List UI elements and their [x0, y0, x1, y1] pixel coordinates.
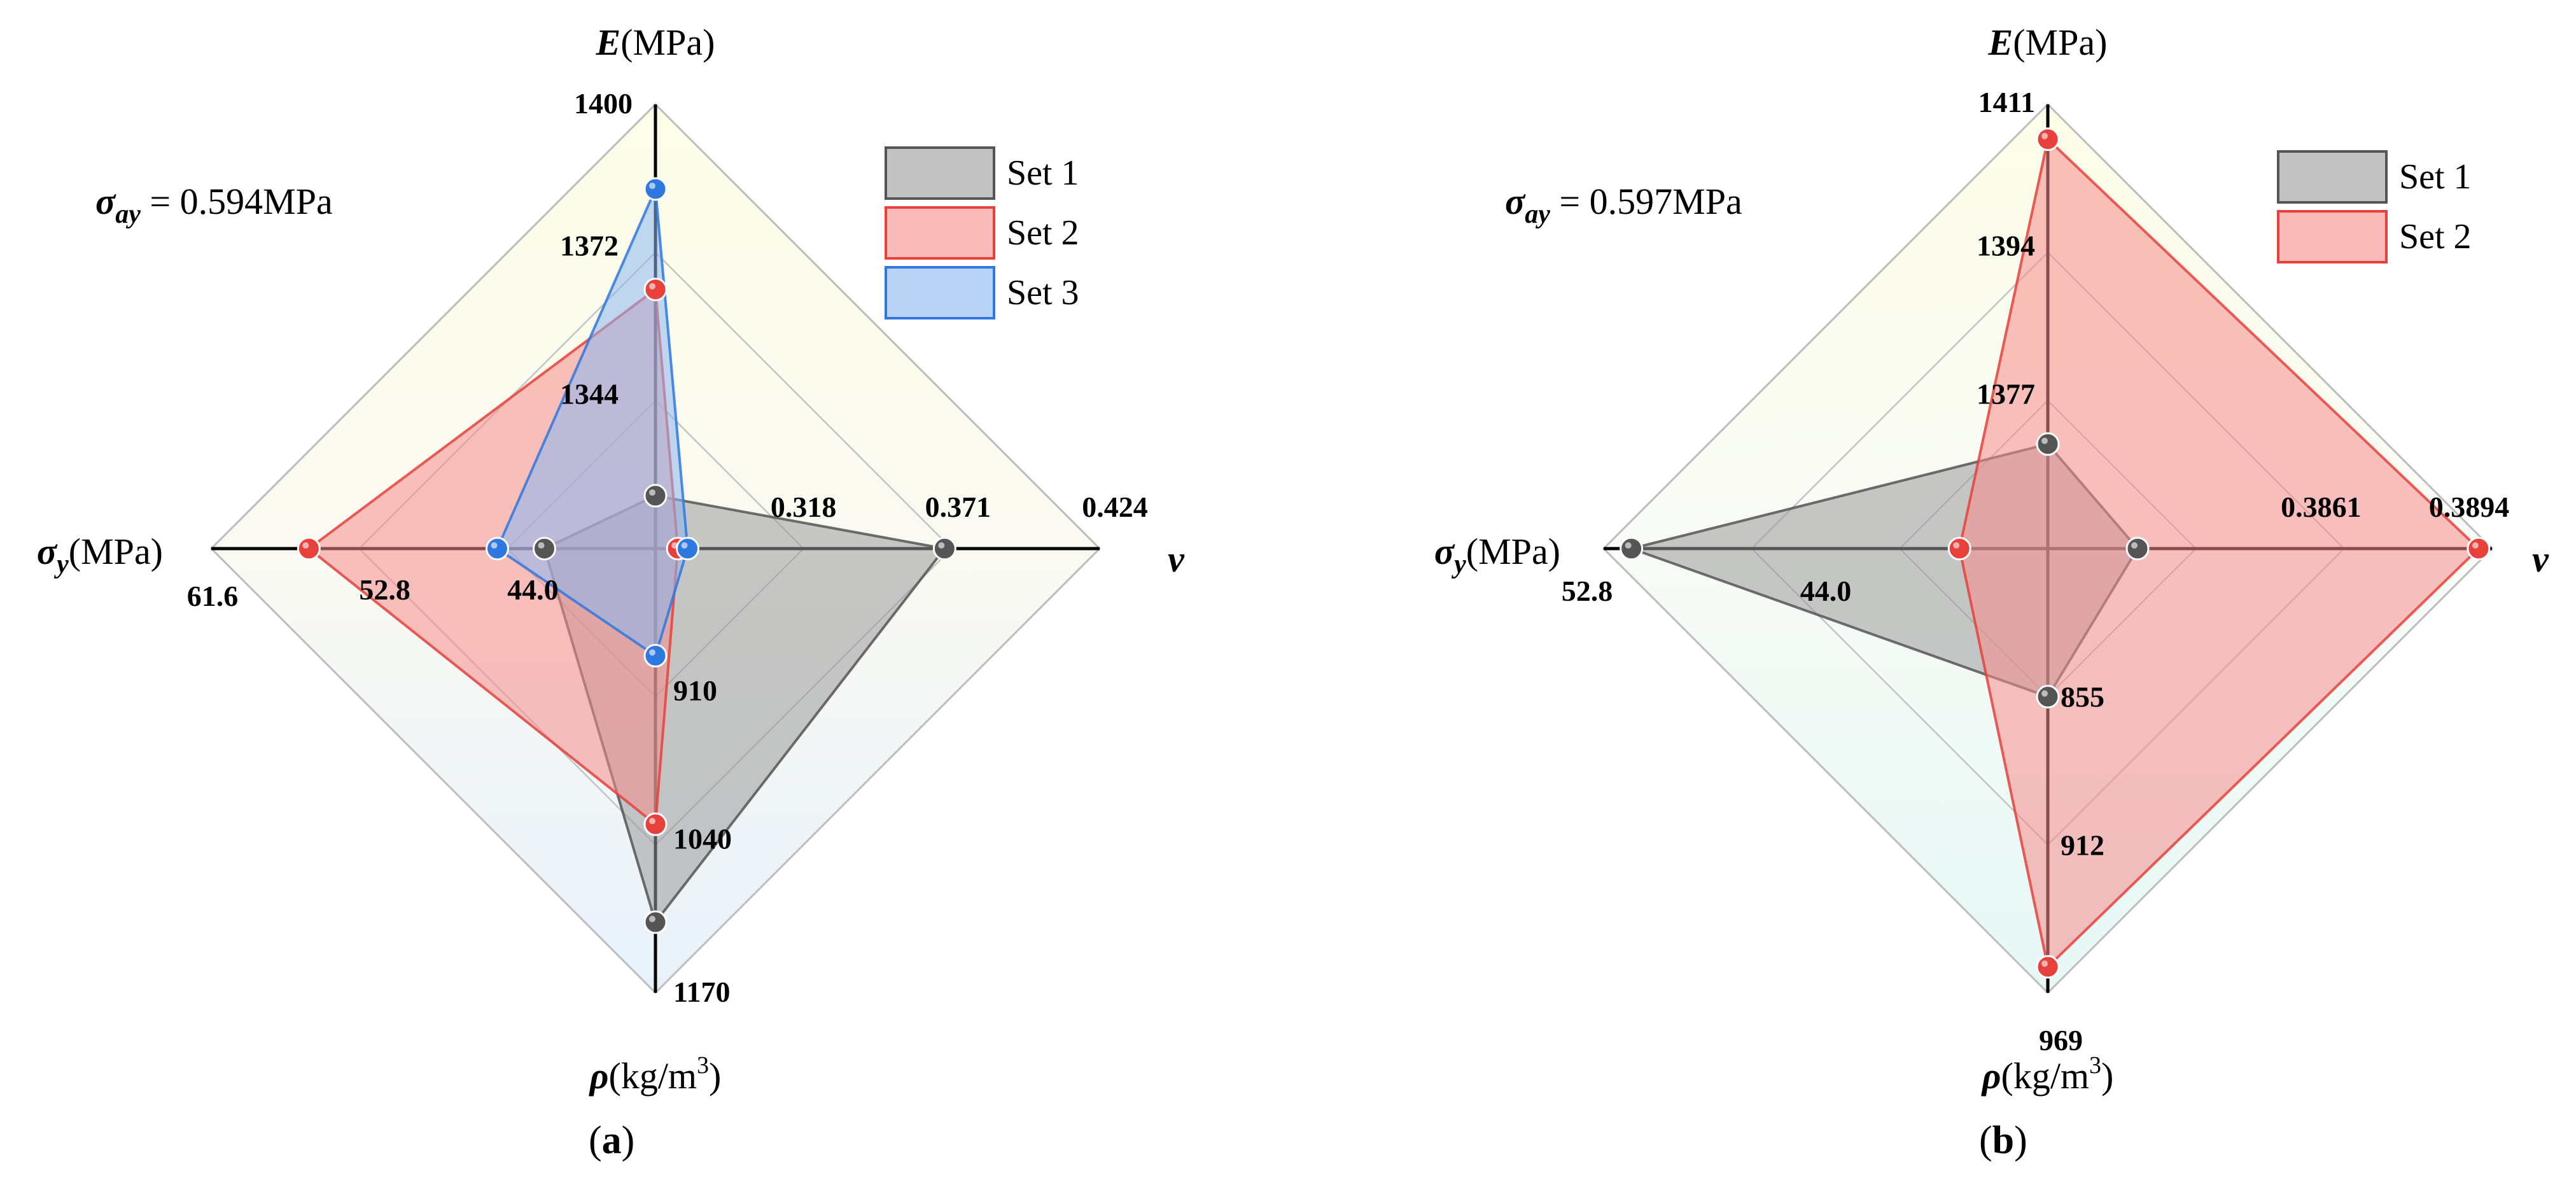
series-point-highlight: [1625, 542, 1632, 549]
series-point-highlight: [1953, 542, 1960, 549]
chart-a: 1344 1372 1400 0.318 0.371 0.424 910 1040 1170 44…: [37, 22, 1185, 1162]
series-point-3-E: [643, 177, 668, 201]
series-point-highlight: [2041, 690, 2048, 697]
series-point-highlight: [2131, 542, 2138, 549]
tick-label-sy: 52.8: [359, 573, 410, 606]
tick-label-E: 1372: [560, 230, 619, 262]
series-point-3-rho: [643, 643, 668, 668]
series-point-highlight: [2041, 437, 2048, 444]
series-point-2-sy: [1947, 536, 1971, 561]
series-point-3-v: [675, 536, 699, 561]
legend-swatch-1: [885, 146, 995, 200]
series-point-3-sy: [485, 536, 509, 561]
tick-label-v: 0.3861: [2281, 491, 2362, 523]
series-point-highlight: [681, 542, 688, 549]
axis-title-v: v: [1168, 538, 1185, 580]
tick-label-sy: 52.8: [1562, 575, 1613, 607]
series-point-1-rho: [643, 910, 668, 934]
series-point-highlight: [649, 916, 655, 923]
series-point-1-E: [643, 484, 668, 508]
legend-label-2: Set 2: [2399, 217, 2472, 256]
legend-label-1: Set 1: [2399, 157, 2472, 197]
legend-swatch-2: [885, 206, 995, 260]
legend-swatch-3: [885, 266, 995, 319]
series-point-highlight: [649, 182, 655, 189]
tick-label-v: 0.371: [925, 491, 991, 523]
series-point-1-E: [2036, 432, 2060, 456]
legend-swatch-1: [2277, 150, 2388, 204]
series-point-highlight: [649, 283, 655, 290]
series-point-highlight: [2472, 542, 2479, 549]
series-point-highlight: [2041, 960, 2048, 967]
legend-swatch-2: [2277, 210, 2388, 263]
sigma-ay-annotation: σay = 0.597MPa: [1505, 181, 1742, 229]
tick-label-rho: 1040: [673, 822, 732, 855]
series-point-2-v: [2467, 536, 2491, 561]
panel-caption: (b): [1979, 1119, 2027, 1162]
series-point-highlight: [649, 489, 655, 496]
axis-title-rho: ρ(kg/m3): [1981, 1052, 2114, 1097]
tick-label-E: 1411: [1978, 86, 2035, 118]
series-point-highlight: [938, 542, 945, 549]
tick-label-sy: 61.6: [187, 580, 239, 612]
series-point-highlight: [649, 649, 655, 656]
tick-label-E: 1400: [574, 87, 633, 120]
tick-label-v: 0.3894: [2429, 491, 2510, 523]
series-point-highlight: [538, 542, 545, 549]
tick-label-E: 1344: [560, 377, 619, 410]
series-point-highlight: [2041, 132, 2048, 139]
series-point-1-sy: [1620, 536, 1644, 561]
axis-title-rho: ρ(kg/m3): [589, 1052, 722, 1097]
series-point-2-rho: [643, 812, 668, 836]
legend-label-2: Set 2: [1007, 213, 1079, 253]
tick-label-sy: 44.0: [1800, 575, 1852, 607]
axis-title-sy: σy(MPa): [1434, 531, 1560, 579]
series-point-highlight: [491, 542, 498, 549]
panel-caption: (a): [589, 1119, 634, 1162]
tick-label-v: 0.318: [771, 491, 837, 523]
tick-label-rho: 1170: [673, 976, 730, 1008]
sigma-ay-annotation: σay = 0.594MPa: [95, 181, 333, 229]
axis-title-E: E(MPa): [596, 22, 715, 63]
tick-label-rho: 910: [673, 675, 717, 707]
axis-title-v: v: [2532, 538, 2549, 580]
legend-label-3: Set 3: [1007, 273, 1079, 312]
series-point-1-sy: [533, 536, 556, 561]
tick-label-rho: 912: [2061, 829, 2104, 861]
series-point-2-E: [643, 277, 668, 302]
legend-label-1: Set 1: [1007, 153, 1079, 193]
series-point-highlight: [302, 542, 309, 549]
axis-title-sy: σy(MPa): [37, 531, 163, 579]
axis-title-E: E(MPa): [1988, 22, 2108, 63]
tick-label-E: 1394: [1977, 230, 2035, 262]
series-point-2-rho: [2036, 955, 2060, 979]
series-point-2-sy: [297, 536, 321, 561]
series-point-2-E: [2036, 127, 2060, 151]
series-point-highlight: [649, 818, 655, 825]
chart-b: 1377 1394 1411 0.3861 0.3894 855 912 969 44.0 52.…: [1434, 22, 2549, 1162]
series-point-1-rho: [2036, 685, 2060, 709]
series-area-2: [1958, 136, 2481, 970]
tick-label-rho: 855: [2061, 681, 2104, 713]
tick-label-v: 0.424: [1082, 491, 1148, 523]
tick-label-E: 1377: [1977, 377, 2035, 410]
tick-label-rho: 969: [2039, 1024, 2083, 1056]
tick-label-sy: 44.0: [507, 573, 559, 606]
series-point-1-v: [2125, 536, 2150, 561]
series-point-1-v: [932, 536, 956, 561]
